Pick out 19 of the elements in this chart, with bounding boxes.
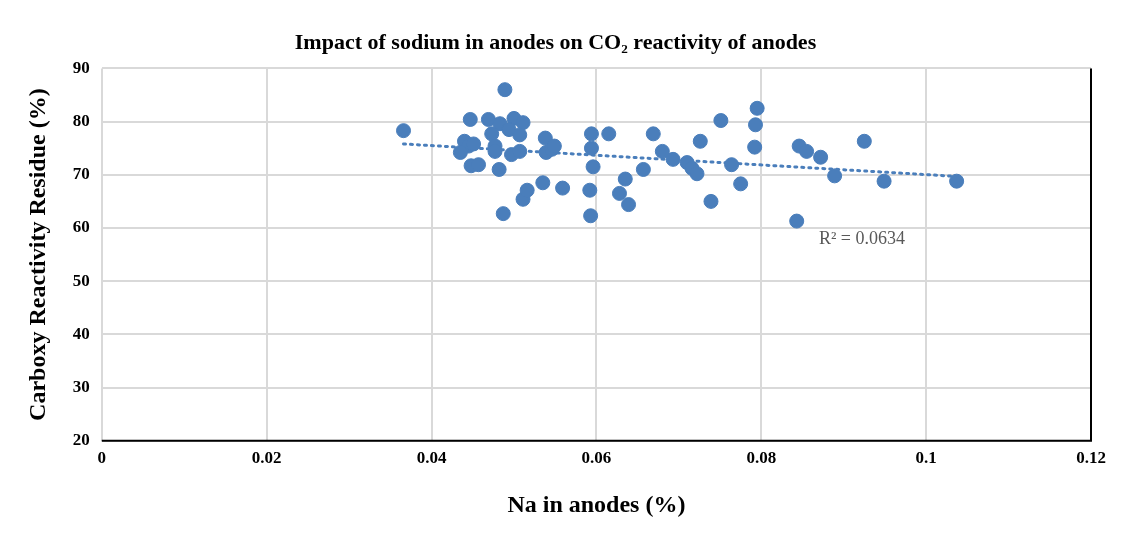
x-axis-title: Na in anodes (%) — [507, 490, 686, 517]
y-tick-label: 20 — [72, 430, 90, 450]
chart-title: Impact of sodium in anodes on CO₂ reactivity of anodes — [294, 28, 817, 54]
y-tick-label: 70 — [72, 164, 90, 184]
y-tick-label: 50 — [72, 270, 90, 290]
annotation: R² = 0.0634 — [818, 228, 906, 249]
y-axis-title: Carboxy Reactivity Residue (%) — [23, 88, 50, 421]
x-tick-label: 0 — [97, 448, 107, 468]
x-tick-label: 0.04 — [416, 448, 447, 468]
x-tick-label: 0.06 — [581, 448, 612, 468]
y-tick-label: 40 — [72, 323, 90, 343]
x-tick-label: 0.08 — [746, 448, 777, 468]
y-tick-label: 90 — [72, 57, 90, 77]
x-tick-label: 0.02 — [251, 448, 282, 468]
x-tick-label: 0.12 — [1076, 448, 1106, 468]
x-tick-label: 0.1 — [915, 448, 937, 468]
y-tick-label: 60 — [72, 217, 90, 237]
y-tick-label: 30 — [72, 376, 90, 396]
y-tick-label: 80 — [72, 110, 90, 130]
